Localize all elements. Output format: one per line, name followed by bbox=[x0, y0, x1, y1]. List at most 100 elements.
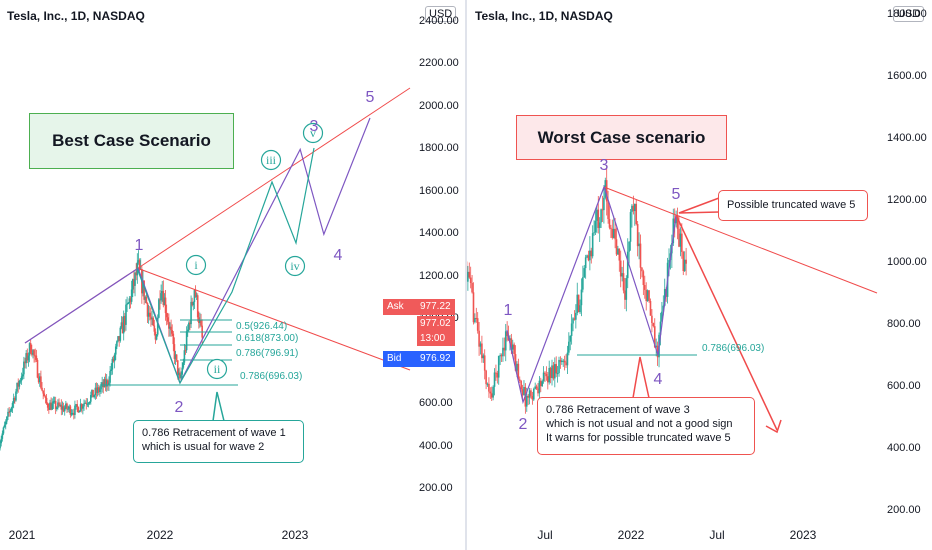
candle-body bbox=[181, 367, 183, 375]
candle-body bbox=[662, 305, 665, 312]
candle-body bbox=[110, 369, 113, 372]
subwave-circle bbox=[302, 122, 324, 144]
candle-body bbox=[176, 360, 179, 376]
candle-body bbox=[196, 295, 199, 318]
candle-body bbox=[199, 319, 201, 324]
candle-body bbox=[169, 326, 171, 329]
candle-body bbox=[91, 389, 93, 396]
candle-body bbox=[490, 393, 493, 398]
candle-body bbox=[77, 407, 80, 413]
candle-body bbox=[129, 298, 132, 302]
candle-body bbox=[492, 386, 494, 398]
candle-body bbox=[58, 402, 60, 406]
candle-body bbox=[561, 360, 563, 363]
candle-body bbox=[173, 344, 176, 359]
candle-body bbox=[611, 228, 614, 238]
candle-body bbox=[101, 382, 103, 387]
candle-body bbox=[17, 382, 20, 387]
candle-body bbox=[503, 347, 506, 351]
candle-body bbox=[541, 381, 543, 387]
candle-body bbox=[15, 391, 17, 401]
wave-label-2: 2 bbox=[518, 416, 528, 433]
candle-body bbox=[572, 318, 574, 324]
candle-body bbox=[548, 367, 551, 383]
candle-body bbox=[2, 427, 5, 434]
fib-level-0786-low: 0.786(696.03) bbox=[240, 371, 303, 382]
price-tick-label: 1800.00 bbox=[419, 142, 459, 155]
candle-body bbox=[76, 404, 78, 408]
upper-trendline bbox=[603, 186, 878, 294]
candle-body bbox=[50, 402, 52, 410]
candle-body bbox=[53, 400, 56, 402]
candle-body bbox=[108, 382, 110, 386]
candle-body bbox=[576, 294, 579, 313]
candle-body bbox=[34, 355, 37, 357]
candle-body bbox=[538, 380, 541, 394]
callout-pointer bbox=[678, 197, 720, 214]
candle-body bbox=[150, 316, 152, 320]
ask-value: 977.22 bbox=[417, 299, 455, 315]
candle-body bbox=[142, 280, 144, 294]
candle-body bbox=[619, 260, 622, 277]
candle-body bbox=[195, 295, 198, 297]
candle-body bbox=[646, 290, 649, 302]
candle-body bbox=[20, 376, 23, 381]
candle-body bbox=[127, 303, 130, 305]
candle-body bbox=[530, 390, 532, 396]
candle-body bbox=[99, 389, 101, 393]
candle-body bbox=[495, 372, 497, 374]
candle-body bbox=[594, 220, 597, 233]
candle-body bbox=[475, 317, 478, 319]
candle-body bbox=[83, 403, 85, 407]
candle-body bbox=[518, 379, 521, 381]
wave-label-1: 1 bbox=[134, 237, 144, 254]
candle-body bbox=[28, 343, 31, 356]
candle-body bbox=[479, 343, 482, 347]
candle-body bbox=[500, 355, 503, 357]
candle-body bbox=[147, 312, 150, 317]
right-currency-button[interactable]: USD bbox=[893, 6, 925, 22]
subwave-label: iv bbox=[290, 259, 299, 273]
candle-body bbox=[128, 298, 131, 304]
candle-body bbox=[97, 387, 100, 393]
candle-body bbox=[663, 289, 666, 306]
candle-body bbox=[148, 312, 151, 317]
price-tick-label: 1600.00 bbox=[887, 70, 927, 82]
candle-body bbox=[675, 216, 677, 224]
candle-body bbox=[31, 352, 33, 355]
candle-body bbox=[510, 338, 513, 350]
candle-body bbox=[29, 343, 32, 353]
price-tick-label: 1200.00 bbox=[887, 194, 927, 206]
left-chart-panel[interactable]: i ii iii iv v Tesla, Inc., 1D, NASDAQ USD 20… bbox=[0, 0, 466, 550]
candle-body bbox=[584, 257, 587, 269]
candle-body bbox=[124, 316, 126, 325]
candle-body bbox=[184, 350, 187, 352]
candle-body bbox=[133, 279, 135, 286]
candle-body bbox=[520, 380, 522, 390]
candle-body bbox=[682, 251, 685, 272]
price-tick-label: 1400.00 bbox=[419, 227, 459, 240]
candle-body bbox=[643, 285, 646, 290]
candle-body bbox=[570, 323, 573, 336]
candle-body bbox=[502, 347, 504, 357]
wave-label-2: 2 bbox=[174, 399, 184, 416]
candle-body bbox=[593, 232, 595, 234]
candle-body bbox=[45, 397, 48, 404]
candle-body bbox=[191, 301, 193, 306]
candle-body bbox=[178, 372, 180, 376]
candle-body bbox=[48, 407, 50, 410]
candle-body bbox=[200, 319, 202, 326]
candle-body bbox=[486, 383, 489, 385]
candle-body bbox=[614, 228, 616, 240]
right-chart-canvas[interactable] bbox=[467, 0, 932, 550]
candle-body bbox=[583, 268, 586, 278]
candle-body bbox=[49, 402, 51, 410]
candle-body bbox=[131, 279, 134, 290]
candle-body bbox=[562, 360, 565, 362]
right-chart-panel[interactable]: Tesla, Inc., 1D, NASDAQ USD 200.00 400.00… bbox=[467, 0, 932, 550]
left-currency-button[interactable]: USD bbox=[425, 6, 457, 22]
candle-body bbox=[634, 203, 636, 212]
callout-line-1: 0.786 Retracement of wave 1 bbox=[142, 427, 286, 439]
candle-body bbox=[597, 209, 600, 228]
